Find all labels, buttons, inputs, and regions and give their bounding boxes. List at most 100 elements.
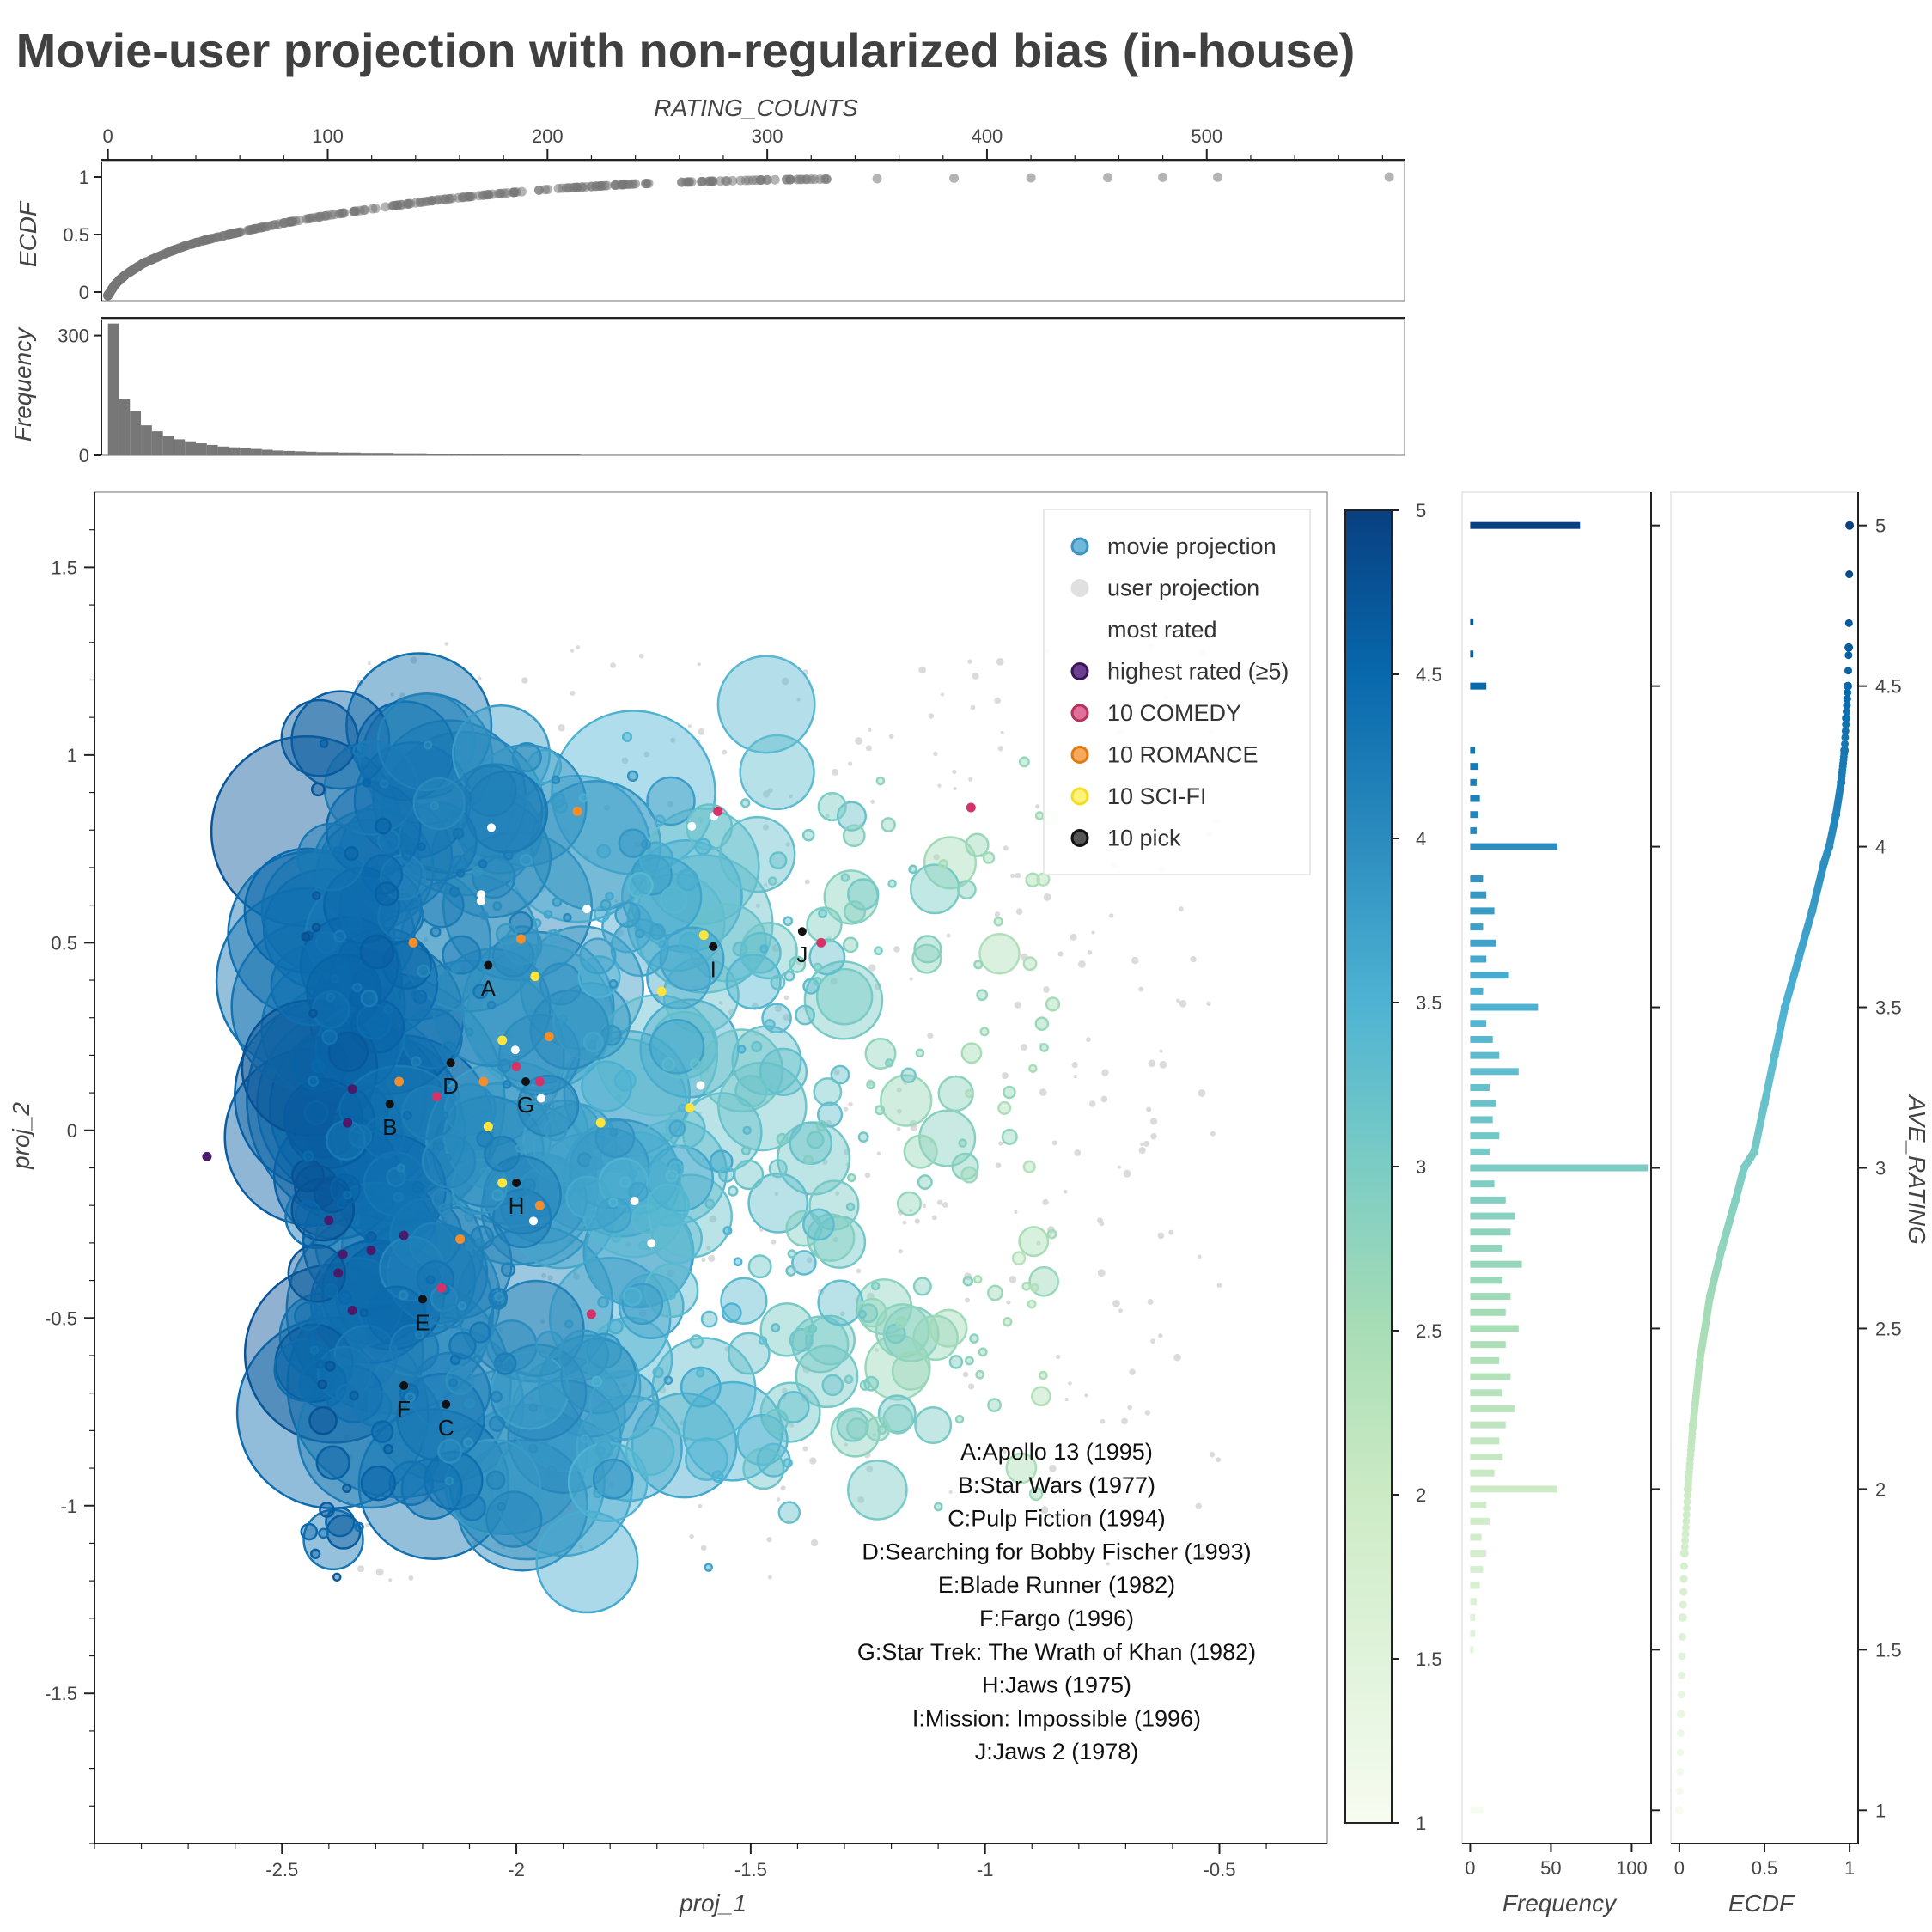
movie-projection-bubble <box>777 1501 801 1524</box>
top-ecdf-point <box>381 202 391 212</box>
user-projection-point <box>461 1387 467 1393</box>
user-projection-point <box>1146 1106 1152 1112</box>
movie-projection-bubble <box>694 838 712 856</box>
movie-projection-bubble <box>479 1167 489 1177</box>
movie-projection-bubble <box>847 1460 908 1521</box>
user-projection-point <box>570 649 575 653</box>
right-ecdf-point <box>1679 1549 1689 1558</box>
movie-projection-bubble <box>740 1145 751 1156</box>
highest-point <box>366 1246 376 1256</box>
movie-projection-bubble <box>884 1058 894 1068</box>
user-projection-point <box>1097 1269 1106 1277</box>
user-projection-point <box>764 882 768 887</box>
movie-projection-bubble <box>597 1295 609 1308</box>
right-ecdf-point <box>1770 1051 1779 1060</box>
right-hist-bar <box>1470 1373 1511 1380</box>
user-projection-point <box>706 1246 711 1251</box>
top-ecdf-point <box>534 185 545 195</box>
most-rated-point <box>696 1081 705 1090</box>
movie-projection-bubble <box>938 858 948 869</box>
top-ecdf-point <box>388 201 399 210</box>
movie-projection-bubble <box>770 974 786 990</box>
legend-swatch-highest <box>1070 662 1089 680</box>
movie-projection-bubble <box>648 1173 733 1259</box>
movie-projection-bubble <box>296 822 366 892</box>
pick-letter: E <box>415 1309 430 1335</box>
top-hist-bar <box>481 454 493 455</box>
movie-projection-bubble <box>485 1490 543 1548</box>
main-plot-area: A B C D E F G H I J <box>202 642 1222 1614</box>
user-projection-point <box>1209 1451 1216 1458</box>
movie-projection-bubble <box>929 1308 968 1348</box>
right-hist-bar <box>1470 939 1496 947</box>
movie-projection-bubble <box>978 933 1021 975</box>
movie-projection-bubble <box>689 1058 701 1070</box>
scifi-point <box>595 1118 606 1128</box>
user-projection-point <box>806 1257 813 1264</box>
movie-projection-bubble <box>640 839 651 850</box>
movie-projection-bubble <box>450 964 460 973</box>
user-projection-point <box>576 645 581 649</box>
movie-projection-bubble <box>553 799 569 814</box>
user-projection-point <box>697 816 704 823</box>
right-ecdf-point <box>1844 619 1853 627</box>
movie-projection-bubble <box>294 1301 324 1332</box>
right-hist-bar <box>1470 778 1477 786</box>
user-projection-point <box>1084 1393 1088 1398</box>
movie-projection-bubble <box>565 1175 609 1219</box>
top-hist-y-label: Frequency <box>9 326 36 442</box>
right-hist-bar <box>1470 811 1478 819</box>
right-hist-bar <box>1470 1502 1487 1509</box>
movie-projection-bubble <box>473 1354 483 1364</box>
legend-swatch-movie <box>1070 537 1089 556</box>
movie-projection-bubble <box>840 873 850 882</box>
user-projection-point <box>844 1106 849 1112</box>
legend-swatch-user <box>1070 579 1089 597</box>
movie-projection-bubble <box>997 1100 1012 1115</box>
movie-projection-bubble <box>680 1366 722 1408</box>
top-ecdf-point <box>806 174 816 185</box>
pick-letter: A <box>481 976 497 1002</box>
movie-projection-bubble <box>319 1502 335 1518</box>
movie-projection-bubble <box>342 1483 352 1493</box>
movie-projection-bubble <box>638 841 674 876</box>
user-projection-point <box>1042 1198 1049 1206</box>
movie-projection-bubble <box>457 1301 467 1311</box>
user-projection-point <box>689 881 696 888</box>
user-projection-point <box>998 1141 1003 1146</box>
user-projection-point <box>1147 1299 1154 1305</box>
movie-projection-bubble <box>611 1233 621 1243</box>
movie-projection-bubble <box>678 931 700 954</box>
movie-projection-bubble <box>638 1240 649 1251</box>
top-hist-bar <box>470 454 482 455</box>
right-ecdf-point <box>1731 1195 1740 1204</box>
movie-projection-bubble <box>830 1064 850 1085</box>
top-ecdf-point <box>641 179 651 189</box>
movie-projection-bubble <box>747 1173 809 1234</box>
top-ecdf-point <box>781 174 791 185</box>
top-hist-bar <box>250 448 262 455</box>
right-hist-bar <box>1470 1308 1506 1316</box>
movie-projection-bubble <box>1018 1226 1050 1258</box>
user-projection-point <box>497 1326 503 1332</box>
movie-projection-bubble <box>1003 1085 1016 1100</box>
movie-projection-bubble <box>393 1192 404 1203</box>
legend-label-user: user projection <box>1107 576 1259 601</box>
user-projection-point <box>994 911 1001 917</box>
movie-projection-bubble <box>465 1242 474 1252</box>
romance-point <box>394 1076 405 1087</box>
movie-projection-bubble <box>411 1056 422 1067</box>
user-projection-point <box>972 672 979 680</box>
most-rated-point <box>630 1197 639 1206</box>
top-ecdf-y-label: ECDF <box>15 200 41 267</box>
user-projection-point <box>767 1575 772 1580</box>
user-projection-point <box>802 1446 808 1452</box>
most-rated-point <box>477 890 486 899</box>
user-projection-point <box>388 1578 393 1582</box>
user-projection-point <box>832 1236 838 1243</box>
movie-projection-bubble <box>295 1200 322 1228</box>
user-projection-point <box>570 1302 576 1309</box>
user-projection-point <box>634 841 641 848</box>
top-hist-bar <box>415 453 427 455</box>
movie-projection-bubble <box>405 1392 416 1403</box>
